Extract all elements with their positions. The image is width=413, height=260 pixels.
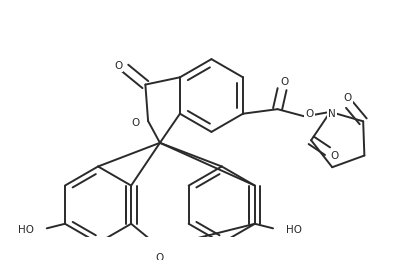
Text: O: O [114,61,122,72]
Text: O: O [304,109,313,119]
Text: O: O [330,151,338,161]
Text: HO: HO [285,225,301,235]
Text: O: O [131,118,139,128]
Text: N: N [328,109,335,119]
Text: O: O [155,253,164,260]
Text: O: O [343,93,351,103]
Text: O: O [280,77,288,87]
Text: HO: HO [18,225,34,235]
